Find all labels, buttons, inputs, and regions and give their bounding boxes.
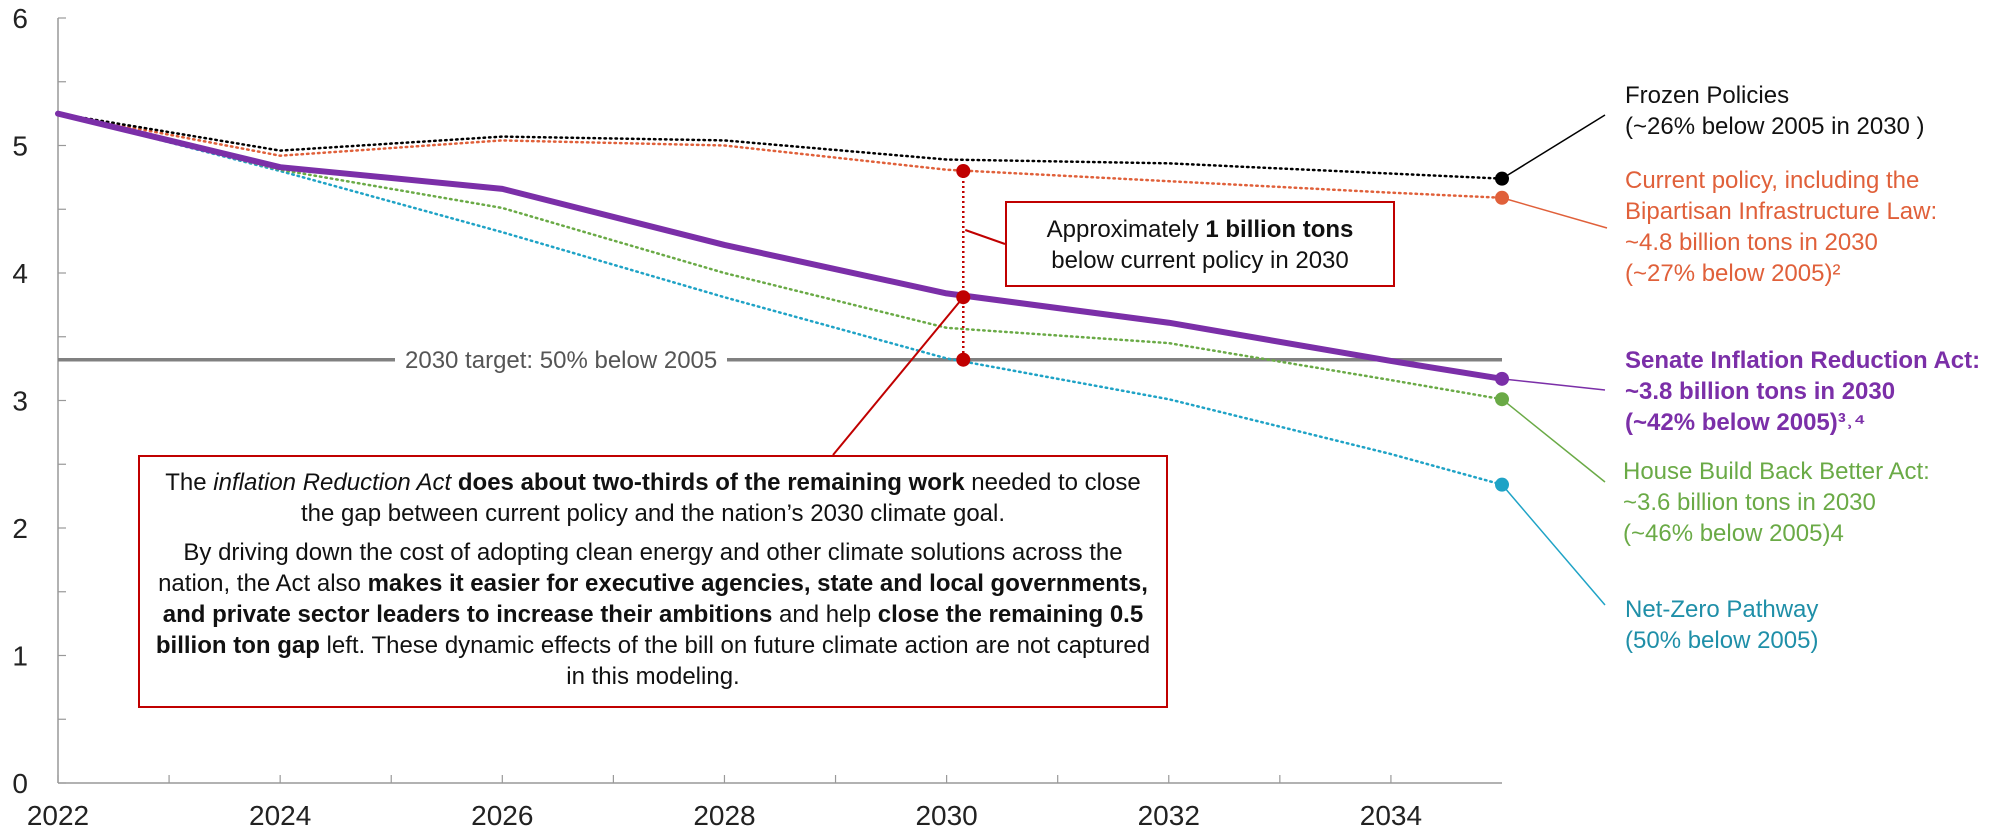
callout-text: needed to close the gap between current … [300, 469, 1141, 527]
callout-italic-text: inflation Reduction Act [213, 469, 452, 496]
current-policy-label: Current policy, including the Bipartisan… [1625, 165, 1937, 289]
x-tick-label: 2024 [249, 800, 311, 831]
callout-text: Approximately [1046, 216, 1206, 243]
x-tick-label: 2030 [915, 800, 977, 831]
x-tick-label: 2032 [1138, 800, 1200, 831]
y-tick-label: 4 [12, 258, 28, 289]
endpoint-frozen [1495, 171, 1509, 186]
gap-callout: Approximately 1 billion tons below curre… [1005, 201, 1395, 287]
callout-bold-text: makes it easier for executive agencies, … [162, 570, 1148, 628]
callout-line: Approximately 1 billion tons [1007, 214, 1393, 245]
x-tick-label: 2026 [471, 800, 533, 831]
callout-paragraph-2: By driving down the cost of adopting cle… [154, 537, 1152, 692]
y-tick-label: 6 [12, 3, 28, 34]
x-tick-label: 2034 [1360, 800, 1422, 831]
label-line: (~27% below 2005)² [1625, 260, 1841, 287]
label-line: House Build Back Better Act: [1623, 458, 1930, 485]
y-tick-label: 5 [12, 131, 28, 162]
callout-text [451, 469, 458, 496]
series-endpoints [1495, 171, 1509, 492]
callout-paragraph-1: The inflation Reduction Act does about t… [154, 467, 1152, 529]
gap-markers [832, 164, 1006, 456]
ira-label: Senate Inflation Reduction Act: ~3.8 bil… [1625, 345, 1980, 438]
series-line-current [56, 112, 1504, 200]
target-label: 2030 target: 50% below 2005 [395, 346, 728, 376]
summary-callout: The inflation Reduction Act does about t… [138, 455, 1168, 708]
label-line: (~42% below 2005)³˒⁴ [1625, 409, 1866, 436]
label-line: (~46% below 2005)4 [1623, 520, 1844, 547]
label-line: (50% below 2005) [1625, 627, 1819, 654]
callout-text: By driving down the cost of adopting cle… [158, 539, 1123, 597]
frozen-policies-label: Frozen Policies (~26% below 2005 in 2030… [1625, 80, 1925, 142]
label-line: ~3.8 billion tons in 2030 [1625, 378, 1896, 405]
callout-bold-text: does about two-thirds of the remaining w… [457, 469, 965, 496]
y-tick-label: 1 [12, 641, 28, 672]
big-callout-connector [832, 296, 965, 456]
series-lines [55, 110, 1505, 486]
callout-text: and help [772, 601, 878, 628]
y-tick-label: 0 [12, 768, 28, 799]
leader-line-current [1501, 197, 1608, 229]
series-line-frozen [56, 112, 1504, 180]
leader-line-bbb [1501, 398, 1606, 483]
endpoint-bbb [1495, 392, 1509, 407]
series-line-netzero [56, 112, 1504, 486]
callout-line: below current policy in 2030 [1051, 247, 1349, 274]
label-line: Bipartisan Infrastructure Law: [1625, 198, 1938, 225]
y-tick-label: 3 [12, 386, 28, 417]
small-callout-connector [964, 229, 1006, 245]
y-tick-label: 2 [12, 513, 28, 544]
label-line: Frozen Policies [1625, 82, 1790, 109]
net-zero-label: Net-Zero Pathway (50% below 2005) [1625, 594, 1818, 656]
endpoint-ira [1495, 371, 1509, 386]
axes: 0 1 2 3 4 5 6 2022 2024 2026 2028 2030 2032 2034 [12, 3, 1502, 831]
build-back-better-label: House Build Back Better Act: ~3.6 billio… [1623, 456, 1930, 549]
label-line: Senate Inflation Reduction Act: [1625, 347, 1981, 374]
leader-line-ira [1501, 378, 1606, 391]
x-tick-label: 2022 [27, 800, 89, 831]
label-line: (~26% below 2005 in 2030 ) [1625, 113, 1925, 140]
label-line: ~4.8 billion tons in 2030 [1625, 229, 1878, 256]
endpoint-netzero [1495, 477, 1509, 492]
leader-line-frozen [1501, 114, 1606, 180]
label-line: ~3.6 billion tons in 2030 [1623, 489, 1876, 516]
callout-bold-text: close the remaining 0.5 billion ton gap [155, 601, 1144, 659]
callout-bold-text: 1 billion tons [1205, 216, 1354, 243]
gap-marker-point [956, 352, 971, 367]
endpoint-current [1495, 190, 1509, 205]
gap-marker-point [956, 164, 971, 178]
series-line-ira [55, 110, 1505, 382]
callout-text: The [165, 469, 214, 496]
gap-marker-point [956, 290, 971, 305]
x-tick-label: 2028 [693, 800, 755, 831]
callout-text: left. These dynamic effects of the bill … [319, 632, 1151, 690]
label-line: Current policy, including the [1625, 167, 1920, 194]
leader-line-netzero [1501, 484, 1606, 606]
label-line: Net-Zero Pathway [1625, 596, 1819, 623]
series-line-bbb [56, 112, 1504, 401]
label-leader-lines [1501, 114, 1608, 606]
